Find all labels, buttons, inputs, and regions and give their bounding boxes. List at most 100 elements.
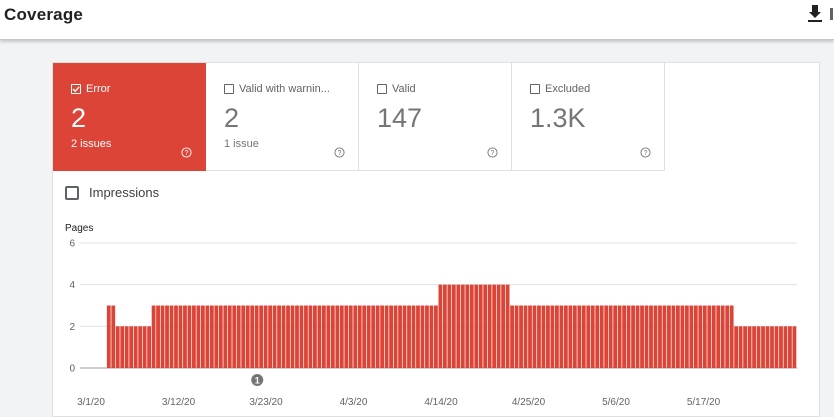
chart-bar bbox=[313, 305, 317, 368]
tile-excluded-label: Excluded bbox=[545, 83, 591, 95]
chart-bar bbox=[254, 305, 259, 368]
chart-bar bbox=[371, 305, 376, 368]
chart-bar bbox=[738, 326, 743, 368]
chart-bar bbox=[416, 305, 420, 368]
chart-bar bbox=[205, 305, 210, 368]
tile-valid-checkbox[interactable] bbox=[377, 84, 387, 94]
tile-warning-value: 2 bbox=[224, 103, 240, 133]
x-tick-label: 4/14/20 bbox=[424, 397, 458, 408]
chart-bar bbox=[402, 305, 407, 368]
help-icon[interactable]: ? bbox=[334, 147, 345, 158]
chart-bar bbox=[286, 305, 290, 368]
chart-bar bbox=[716, 305, 721, 368]
chart-bar bbox=[640, 305, 644, 368]
download-button[interactable] bbox=[804, 2, 826, 24]
chart-bar bbox=[236, 305, 241, 368]
chart-bar bbox=[263, 305, 268, 368]
chart-bar bbox=[608, 305, 613, 368]
chart-bar bbox=[160, 305, 165, 368]
chart-bar bbox=[788, 326, 792, 368]
tile-valid-with-warnings[interactable]: Valid with warnin... 2 1 issue ? bbox=[206, 63, 359, 171]
impressions-toggle[interactable]: Impressions bbox=[65, 185, 159, 200]
chart-bar bbox=[563, 305, 568, 368]
chart-bar bbox=[156, 305, 160, 368]
chart-bar bbox=[438, 284, 443, 368]
annotation-marker: 1 bbox=[251, 374, 264, 386]
tile-excluded-checkbox[interactable] bbox=[530, 84, 540, 94]
chart-bar bbox=[765, 326, 770, 368]
chart-bar bbox=[429, 305, 434, 368]
chart-bar bbox=[268, 305, 272, 368]
help-icon[interactable]: ? bbox=[640, 147, 651, 158]
chart-bar bbox=[599, 305, 604, 368]
y-tick-label: 6 bbox=[69, 239, 75, 250]
svg-text:?: ? bbox=[491, 150, 495, 157]
svg-text:?: ? bbox=[185, 150, 189, 157]
tile-excluded-value: 1.3K bbox=[530, 103, 586, 133]
chart-bar bbox=[451, 284, 456, 368]
chart-bars bbox=[106, 284, 797, 368]
tile-error-checkbox[interactable] bbox=[71, 84, 81, 94]
tile-warning-checkbox[interactable] bbox=[224, 84, 234, 94]
chart-bar bbox=[725, 305, 730, 368]
chart-bar bbox=[366, 305, 371, 368]
chart-bar bbox=[151, 305, 156, 368]
chart-bar bbox=[250, 305, 255, 368]
x-tick-label: 3/1/20 bbox=[77, 397, 105, 408]
chart-bar bbox=[487, 284, 492, 368]
chart-bar bbox=[622, 305, 627, 368]
tile-error[interactable]: Error 2 2 issues ? bbox=[53, 63, 206, 171]
chart-bar bbox=[774, 326, 779, 368]
chart-bar bbox=[295, 305, 299, 368]
tile-valid[interactable]: Valid 147 ? bbox=[359, 63, 512, 171]
x-tick-label: 5/17/20 bbox=[687, 397, 721, 408]
chart-bar bbox=[330, 305, 335, 368]
chart-bar bbox=[353, 305, 358, 368]
chart-bar bbox=[658, 305, 662, 368]
chart-bar bbox=[626, 305, 631, 368]
chart-bar bbox=[196, 305, 201, 368]
chart-labels: Pages 0 2 4 6 3/1/20 3/12/20 3/23/20 4/3/20 4/14/… bbox=[65, 223, 721, 408]
chart-bar bbox=[304, 305, 308, 368]
chart-bar bbox=[245, 305, 250, 368]
chart-bar bbox=[214, 305, 219, 368]
chart-bar bbox=[604, 305, 609, 368]
chart-bar bbox=[478, 284, 483, 368]
tile-warning-sub: 1 issue bbox=[224, 138, 259, 150]
chart-bar bbox=[568, 305, 573, 368]
svg-text:?: ? bbox=[644, 150, 648, 157]
chart-bar bbox=[550, 305, 555, 368]
chart-bar bbox=[299, 305, 304, 368]
chart-bar bbox=[711, 305, 716, 368]
chart-bar bbox=[227, 305, 232, 368]
chart-bar bbox=[420, 305, 425, 368]
checkmark-icon bbox=[72, 86, 80, 93]
overflow-menu-edge[interactable] bbox=[830, 8, 833, 20]
tile-excluded[interactable]: Excluded 1.3K ? bbox=[512, 63, 665, 171]
coverage-card: Error 2 2 issues ? Valid with warnin... … bbox=[52, 62, 820, 417]
chart-bar bbox=[635, 305, 640, 368]
impressions-label: Impressions bbox=[89, 185, 160, 200]
chart-bar bbox=[200, 305, 205, 368]
chart-bar bbox=[528, 305, 532, 368]
chart-bar bbox=[662, 305, 667, 368]
page-header: Coverage bbox=[0, 0, 834, 40]
chart-bar bbox=[505, 284, 510, 368]
chart-bar bbox=[357, 305, 362, 368]
chart-bar bbox=[272, 305, 277, 368]
chart-bar bbox=[335, 305, 340, 368]
page-title: Coverage bbox=[4, 5, 84, 24]
impressions-checkbox[interactable] bbox=[65, 185, 79, 200]
chart-bar bbox=[474, 284, 479, 368]
tile-warning-header: Valid with warnin... bbox=[224, 83, 330, 95]
chart-bar bbox=[380, 305, 385, 368]
chart-bar bbox=[169, 305, 174, 368]
chart-bar bbox=[523, 305, 528, 368]
help-icon[interactable]: ? bbox=[487, 147, 498, 158]
chart-bar bbox=[465, 284, 470, 368]
chart-bar bbox=[138, 326, 143, 368]
chart-bar bbox=[259, 305, 264, 368]
help-icon[interactable]: ? bbox=[181, 147, 192, 158]
y-tick-label: 0 bbox=[69, 364, 75, 375]
chart-bar bbox=[241, 305, 246, 368]
